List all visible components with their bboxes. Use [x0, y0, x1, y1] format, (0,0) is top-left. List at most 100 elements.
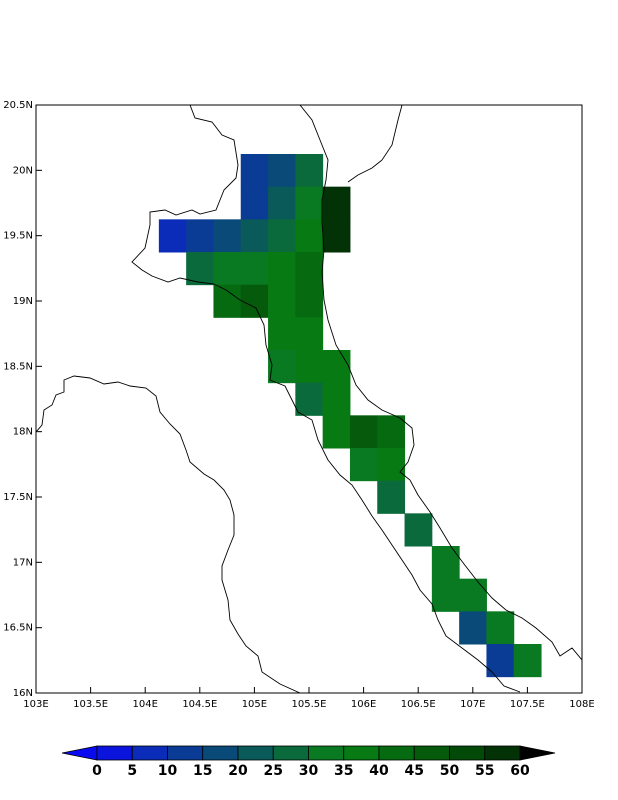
x-tick-label: 104E — [132, 699, 157, 710]
y-tick-label: 18.5N — [3, 361, 33, 372]
colorbar-label: 20 — [228, 763, 248, 779]
y-tick-label: 19N — [13, 296, 33, 307]
cell — [459, 578, 487, 612]
x-tick-label: 103E — [23, 699, 48, 710]
coastline — [131, 105, 521, 693]
colorbar-band — [308, 745, 345, 761]
colorbar-band — [449, 745, 486, 761]
cell — [268, 219, 296, 253]
colorbar-label: 0 — [92, 763, 102, 779]
cell — [295, 186, 324, 220]
colorbar-label: 15 — [193, 763, 212, 779]
colorbar-label: 10 — [158, 763, 178, 779]
cell — [240, 219, 269, 253]
cell — [295, 317, 324, 351]
cell — [240, 252, 269, 286]
colorbar-label: 40 — [369, 763, 389, 779]
colorbar-label: 45 — [405, 763, 424, 779]
cell — [513, 644, 542, 678]
cell — [268, 317, 296, 351]
cell — [186, 252, 214, 286]
colorbar-band — [343, 745, 380, 761]
cell — [213, 252, 242, 286]
x-tick-label: 106E — [351, 699, 376, 710]
colorbar-band — [272, 745, 309, 761]
cell — [158, 219, 187, 253]
cell — [349, 415, 378, 449]
colorbar-label: 35 — [334, 763, 353, 779]
cell — [295, 219, 324, 253]
colorbar-band — [167, 745, 204, 761]
cell — [213, 219, 242, 253]
colorbar-band — [96, 745, 133, 761]
x-tick-label: 107.5E — [510, 699, 545, 710]
colorbar-band — [202, 745, 239, 761]
x-tick-label: 106.5E — [401, 699, 436, 710]
axes: 103E 103.5E 104E 104.5E 105E 105.5E 106E 106.5E… — [3, 100, 594, 710]
colorbar-label: 25 — [264, 763, 283, 779]
cell — [377, 480, 406, 514]
y-tick-label: 18N — [13, 427, 33, 438]
y-tick-label: 16N — [13, 688, 33, 699]
cell — [377, 415, 406, 449]
cell — [268, 350, 296, 384]
cell — [268, 252, 296, 286]
cell — [322, 382, 351, 416]
cell — [322, 219, 351, 253]
colorbar-band — [378, 745, 415, 761]
colorbar-label: 5 — [127, 763, 137, 779]
cell — [295, 154, 324, 188]
cell — [322, 186, 351, 220]
x-tick-label: 104.5E — [182, 699, 217, 710]
cell — [268, 154, 296, 188]
cell — [404, 513, 433, 547]
coastline — [299, 105, 582, 661]
x-tick-label: 105E — [242, 699, 267, 710]
colorbar-label: 30 — [299, 763, 319, 779]
colorbar-band — [131, 745, 168, 761]
cell — [322, 350, 351, 384]
cell — [268, 186, 296, 220]
colorbar-band — [237, 745, 274, 761]
colorbar-label: 50 — [440, 763, 460, 779]
cell — [295, 350, 324, 384]
cell — [295, 284, 324, 318]
cell — [431, 578, 460, 612]
x-tick-label: 103.5E — [73, 699, 108, 710]
cells — [158, 154, 542, 678]
cell — [377, 448, 406, 482]
colorbar-over — [519, 745, 556, 761]
cell — [240, 186, 269, 220]
y-tick-label: 20.5N — [3, 100, 33, 111]
cell — [213, 284, 242, 318]
border — [36, 375, 301, 693]
cell — [486, 644, 515, 678]
cell — [240, 154, 269, 188]
cell — [486, 611, 515, 645]
x-tick-label: 107E — [460, 699, 485, 710]
y-tick-label: 16.5N — [3, 623, 33, 634]
coastlines — [36, 105, 582, 693]
colorbar-label: 55 — [475, 763, 494, 779]
cell — [186, 219, 214, 253]
cell — [349, 448, 378, 482]
y-tick-label: 17.5N — [3, 492, 33, 503]
y-tick-label: 17N — [13, 557, 33, 568]
coastline — [347, 105, 403, 183]
cell — [295, 252, 324, 286]
colorbar: 0 5 10 15 20 25 30 35 40 45 50 55 60 — [61, 745, 556, 779]
colorbar-under — [61, 745, 98, 761]
colorbar-band — [413, 745, 450, 761]
cell — [295, 382, 324, 416]
y-tick-label: 20N — [13, 165, 33, 176]
cell — [322, 415, 351, 449]
x-tick-label: 108E — [569, 699, 594, 710]
cell — [240, 284, 269, 318]
y-tick-label: 19.5N — [3, 231, 33, 242]
colorbar-label: 60 — [510, 763, 530, 779]
cell — [268, 284, 296, 318]
colorbar-band — [484, 745, 521, 761]
cell — [459, 611, 487, 645]
x-tick-label: 105.5E — [292, 699, 327, 710]
